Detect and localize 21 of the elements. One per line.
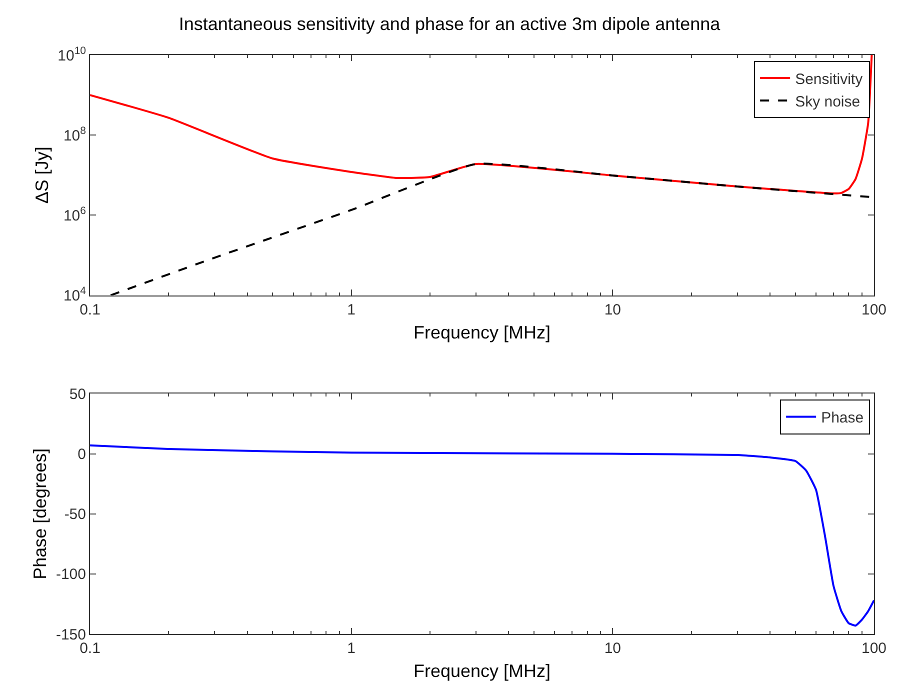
y-axis-title: ΔS [Jy]: [32, 146, 52, 204]
y-tick-label: 50: [69, 386, 86, 403]
y-tick-label: -100: [56, 566, 86, 584]
legend-label: Phase: [821, 410, 864, 427]
y-tick-label: 10$^{8}$: [63, 125, 86, 144]
y-tick-label: 0: [78, 446, 86, 464]
y-tick-label: -50: [64, 506, 86, 524]
y-axis-title: Phase [degrees]: [30, 448, 50, 580]
x-tick-label: 1: [347, 640, 356, 657]
x-tick-label: 10: [604, 640, 622, 657]
legend-label: Sky noise: [795, 93, 860, 110]
x-tick-label: 1: [347, 301, 356, 318]
y-tick-label: 10$^{6}$: [63, 205, 86, 224]
y-tick-label: 10$^{10}$: [58, 44, 86, 64]
x-axis-title: Frequency [MHz]: [413, 322, 551, 342]
x-tick-label: 100: [861, 640, 887, 657]
chart-title: Instantaneous sensitivity and phase for an active 3m dipole antenna: [178, 14, 722, 34]
legend-label: Sensitivity: [795, 70, 864, 88]
x-tick-label: 10: [604, 301, 622, 318]
x-axis-title: Frequency [MHz]: [413, 661, 551, 682]
x-tick-label: 100: [861, 301, 887, 318]
